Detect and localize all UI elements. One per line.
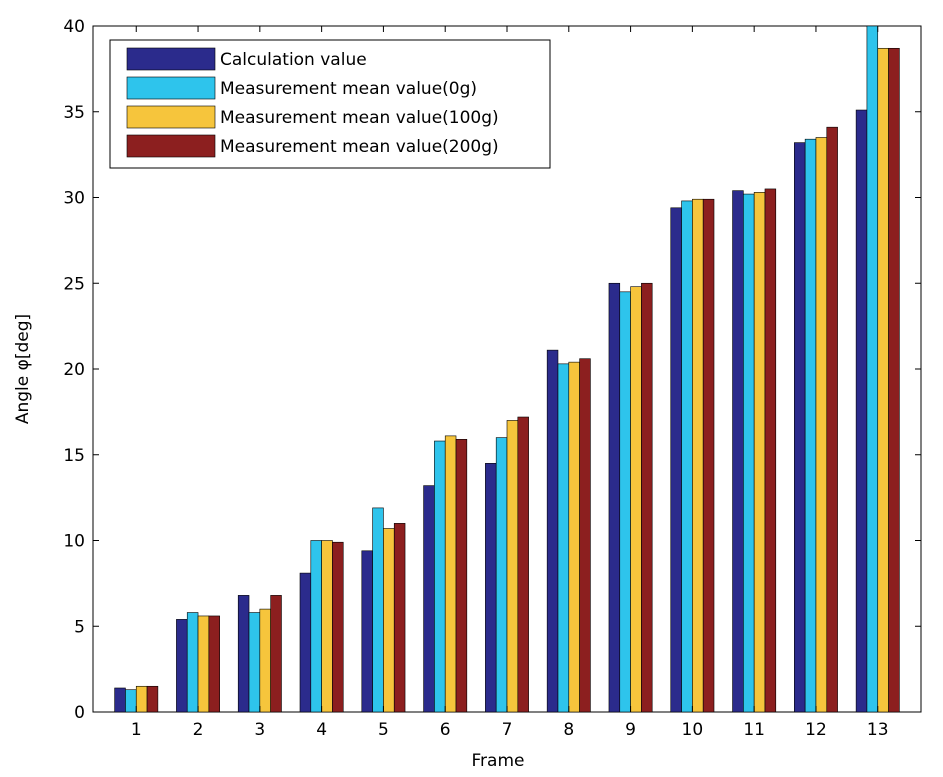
bar-2-frame-2 [186, 612, 199, 713]
x-tick-label: 11 [743, 720, 765, 740]
legend-label: Measurement mean value(200g) [220, 137, 499, 157]
y-axis: 0 5 10 15 20 25 30 35 40 [63, 17, 921, 723]
x-tick-label: 13 [867, 720, 889, 740]
y-tick-label: 30 [63, 189, 85, 209]
y-tick-label: 25 [63, 274, 85, 294]
bar-2-frame-10 [681, 200, 693, 713]
y-tick-label: 5 [74, 617, 85, 637]
x-axis: 1 2 3 4 5 6 7 8 9 10 11 12 13 [131, 26, 889, 740]
x-tick-label: 3 [254, 720, 265, 740]
legend-swatch [126, 76, 216, 100]
bar-4-frame-13 [888, 47, 900, 713]
bar-1-frame-10 [670, 207, 682, 713]
bar-1-frame-4 [299, 572, 312, 713]
x-tick-label: 5 [378, 720, 389, 740]
x-tick-label: 10 [682, 720, 704, 740]
y-tick-label: 20 [63, 360, 85, 380]
bar-4-frame-6 [455, 439, 468, 713]
bar-4-frame-7 [517, 416, 529, 713]
bar-3-frame-7 [506, 420, 519, 713]
bar-3-frame-13 [877, 47, 889, 713]
bar-2-frame-13 [866, 25, 879, 713]
bar-4-frame-12 [826, 126, 838, 713]
bar-4-frame-11 [764, 188, 777, 713]
x-axis-label: Frame [472, 751, 525, 771]
bar-2-frame-11 [743, 193, 755, 713]
bar-4-frame-4 [332, 541, 344, 713]
bar-3-frame-6 [444, 435, 457, 713]
bar-1-frame-12 [794, 142, 806, 713]
bar-2-frame-7 [495, 437, 508, 713]
legend-label: Calculation value [220, 50, 367, 70]
bar-3-frame-1 [135, 685, 148, 713]
legend-label: Measurement mean value(100g) [220, 108, 499, 128]
bar-1-frame-7 [485, 463, 497, 713]
bar-2-frame-12 [804, 138, 817, 713]
legend-swatch [126, 105, 216, 129]
x-tick-label: 2 [193, 720, 204, 740]
legend-label: Measurement mean value(0g) [220, 79, 477, 99]
y-axis-label: Angle φ[deg] [13, 314, 33, 424]
bar-2-frame-3 [248, 612, 261, 713]
bar-2-frame-8 [557, 363, 570, 713]
bar-3-frame-3 [259, 608, 271, 713]
bar-1-frame-6 [423, 485, 435, 713]
bar-1-frame-9 [608, 282, 621, 713]
legend: Calculation value Measurement mean value(… [109, 39, 551, 169]
bar-4-frame-10 [702, 198, 715, 713]
bar-1-frame-3 [237, 595, 250, 713]
x-tick-label: 12 [805, 720, 827, 740]
y-tick-label: 10 [63, 532, 85, 552]
bar-2-frame-6 [434, 440, 446, 713]
legend-swatch [126, 134, 216, 158]
y-tick-label: 35 [63, 103, 85, 123]
legend-swatch [126, 47, 216, 71]
bar-4-frame-8 [579, 358, 591, 713]
bar-4-frame-1 [146, 685, 159, 713]
bar-2-frame-1 [125, 689, 137, 713]
bar-4-frame-2 [208, 615, 220, 713]
x-tick-label: 9 [625, 720, 636, 740]
bar-3-frame-8 [568, 361, 580, 713]
x-tick-label: 4 [316, 720, 327, 740]
x-tick-label: 8 [563, 720, 574, 740]
y-tick-label: 15 [63, 446, 85, 466]
bar-1-frame-1 [114, 687, 126, 713]
bar-1-frame-2 [176, 619, 188, 713]
bar-3-frame-9 [630, 286, 642, 713]
x-tick-label: 1 [131, 720, 142, 740]
x-tick-label: 7 [502, 720, 513, 740]
y-tick-label: 0 [74, 703, 85, 723]
bar-1-frame-11 [732, 190, 744, 713]
bar-3-frame-5 [383, 528, 395, 713]
bar-3-frame-4 [321, 540, 333, 713]
bar-1-frame-8 [546, 349, 559, 713]
y-tick-label: 40 [63, 17, 85, 37]
bar-3-frame-10 [692, 198, 704, 713]
bar-1-frame-5 [361, 550, 373, 713]
bar-3-frame-11 [753, 192, 766, 713]
bar-4-frame-3 [270, 595, 282, 713]
x-tick-label: 6 [440, 720, 451, 740]
bar-2-frame-9 [619, 291, 631, 713]
bar-3-frame-2 [197, 615, 210, 713]
bar-2-frame-4 [310, 540, 322, 713]
bar-4-frame-5 [393, 523, 406, 713]
bar-2-frame-5 [372, 507, 384, 713]
bar-1-frame-13 [855, 109, 868, 713]
bar-3-frame-12 [815, 137, 828, 713]
bar-4-frame-9 [641, 282, 653, 713]
